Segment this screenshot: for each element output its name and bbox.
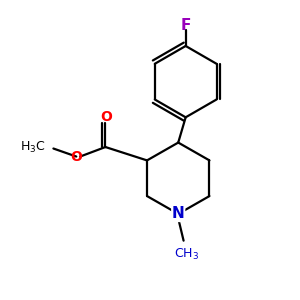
Text: H$_3$C: H$_3$C [20, 140, 46, 155]
Text: CH$_3$: CH$_3$ [174, 247, 199, 262]
Text: O: O [70, 150, 82, 164]
Text: F: F [181, 18, 191, 33]
Text: N: N [172, 206, 184, 221]
Text: O: O [100, 110, 112, 124]
